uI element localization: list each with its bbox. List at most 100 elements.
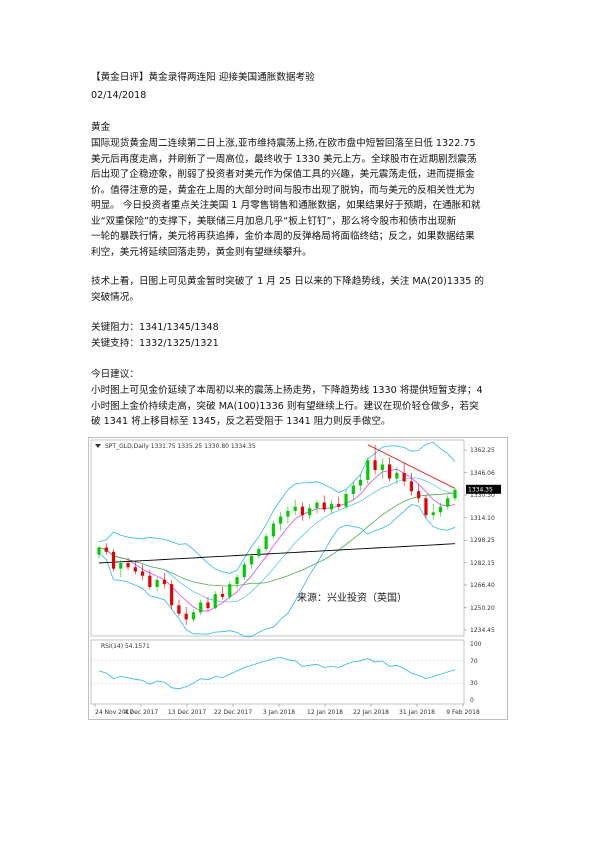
ma-short-line [98,468,456,612]
candle-body [206,602,210,609]
candle-body [438,506,443,513]
paragraph-line: 国际现货黄金周二连续第二日上涨,亚市维持震荡上扬,在欧市盘中短暂回落至日低 13… [91,138,476,149]
chart-header: SPT_GLD,Daily 1331.75 1335.25 1330.80 13… [105,443,256,450]
candle-body [409,481,414,492]
date-tick-label: 13 Dec 2017 [168,709,207,716]
candle-body [242,564,246,578]
paragraph-technical: 技术上看，日图上可见黄金暂时突破了 1 月 25 日以来的下降趋势线，关注 MA… [91,274,509,305]
date-tick-label: 31 Jan 2018 [399,709,435,716]
candle-body [366,460,370,480]
candle-body [431,512,435,516]
rsi-axis: 100 70 30 0 [93,641,482,704]
candle-body [199,602,203,613]
candle-body [424,498,428,516]
price-tick-label: 1234.45 [470,627,495,634]
candle-body [170,584,174,606]
paragraph-advice: 小时图上可见金价延续了本周初以来的震荡上扬走势，下降趋势线 1330 将提供短暂… [91,383,509,430]
rsi-tick-label: 100 [470,641,482,648]
price-tick-label: 1250.20 [470,605,495,612]
candle-body [453,489,457,499]
candle-body [177,605,181,614]
candle-body [271,523,275,537]
candle-body [388,464,392,479]
paragraph-market: 国际现货黄金周二连续第二日上涨,亚市维持震荡上扬,在欧市盘中短暂回落至日低 13… [91,136,509,260]
ma-medium-line [98,492,456,587]
candle-body [286,510,290,517]
current-price-label: 1334.35 [468,486,493,493]
bollinger-upper-line [98,441,456,574]
paragraph-line: 技术上看，日图上可见黄金暂时突破了 1 月 25 日以来的下降趋势线，关注 MA… [91,276,484,287]
candle-body [162,579,166,585]
candle-body [279,516,283,524]
candle-body [380,464,384,471]
advice-heading: 今日建议： [91,369,139,380]
candle-body [315,502,319,509]
candle-body [395,472,399,479]
paragraph-line: 突破情况。 [91,291,139,303]
date-tick-label: 9 Feb 2018 [446,709,480,716]
candle-body [228,584,232,597]
rsi-tick-label: 0 [470,697,474,704]
ma-long-line [98,543,456,564]
date-tick-label: 4 Dec 2017 [124,709,159,716]
date-tick-label: 3 Jan 2018 [263,709,295,716]
paragraph-line: 明显。 今日投资者重点关注美国 1 月零售销售和通胀数据，如果结果好于预期，在通… [91,200,481,211]
article-title: 【黄金日评】黄金录得两连阳 迎接美国通胀数据考验 [91,72,315,83]
rsi-series [98,656,456,690]
candle-body [220,594,225,597]
rsi-panel [90,639,465,705]
candle-body [293,506,297,511]
current-price-marker: 1334.35 [466,484,501,494]
paragraph-line: 美元后再度走高，并刷新了一周高位，最终收于 1330 美元上方。全球股市在近期剧… [91,153,477,165]
price-axis: 1362.25 1346.06 1330.30 1314.10 1298.25 1282.… [464,447,495,634]
rsi-tick-label: 30 [470,680,478,687]
candle-body [104,547,108,552]
paragraph-line: 利空，美元将延续回落走势，黄金则有望继续攀升。 [91,246,312,258]
candle-body [322,502,326,510]
indicator-lines [98,441,456,638]
chevron-down-icon [95,444,101,448]
candle-body [119,563,123,569]
candle-body [213,594,217,609]
candle-body [417,491,421,499]
paragraph-line: 小时图上可见金价延续了本周初以来的震荡上扬走势，下降趋势线 1330 将提供短暂… [91,385,483,396]
key-resistance: 关键阻力：1341/1345/1348 [91,322,219,333]
candle-body [264,536,268,549]
downtrend-line [367,444,456,489]
candle-body [358,479,363,486]
date-tick-label: 12 Jan 2018 [307,709,343,716]
candle-body [300,506,305,516]
date-tick-label: 22 Jan 2018 [353,709,389,716]
candle-body [140,571,145,576]
candle-body [97,547,101,555]
candle-body [126,563,130,568]
candle-body [446,498,450,507]
candle-body [111,551,116,569]
candle-body [184,613,188,620]
candle-body [249,555,254,565]
source-watermark: 来源：兴业投资（英国） [297,591,407,604]
price-tick-label: 1266.40 [470,582,495,589]
candle-body [351,485,355,495]
candles [97,444,457,625]
candle-body [235,577,239,585]
rsi-label: RSI(14) 54.1571 [101,643,150,650]
candle-body [344,494,348,507]
rsi-tick-label: 70 [470,658,478,665]
date-tick-label: 22 Dec 2017 [214,709,253,716]
gold-daily-chart: SPT_GLD,Daily 1331.75 1335.25 1330.80 13… [88,437,508,720]
candle-body [133,567,137,572]
article-date: 02/14/2018 [91,90,147,101]
paragraph-line: 一轮的暴跌行情，美元将再获追捧，金价本周的反弹格局将面临终结；反之，如果数据结果 [91,231,475,242]
bollinger-lower-line [98,503,456,638]
paragraph-line: 价。值得注意的是，黄金在上周的大部分时间与股市出现了脱钩，而与美元的反相关性尤为 [91,184,475,196]
price-tick-label: 1330.30 [470,492,495,499]
candle-body [257,548,261,556]
chart-svg: SPT_GLD,Daily 1331.75 1335.25 1330.80 13… [90,439,501,716]
paragraph-line: 业“双重保险”的支撑下，美联储三月加息几乎“板上钉钉”，那么将令股市和债市出现新 [91,215,457,227]
price-tick-label: 1346.06 [470,470,495,477]
price-tick-label: 1362.25 [470,447,495,454]
key-support: 关键支持：1332/1325/1321 [91,338,219,349]
candle-body [402,472,406,482]
